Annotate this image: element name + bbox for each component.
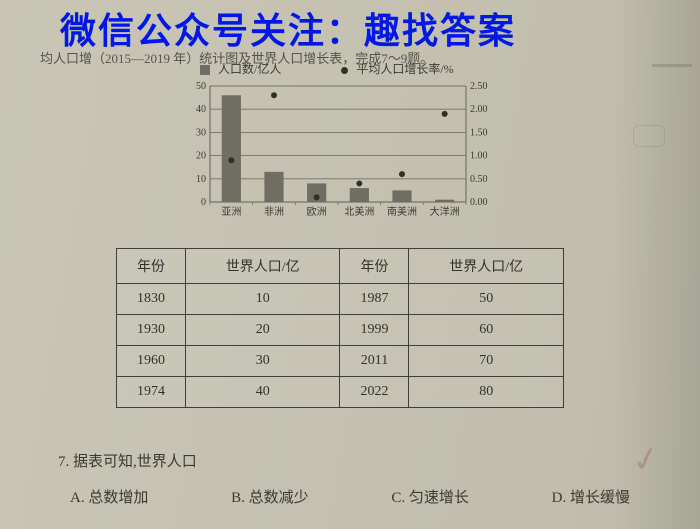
svg-text:0.00: 0.00 [470, 197, 488, 208]
svg-text:1.50: 1.50 [470, 127, 488, 138]
table-cell: 2011 [340, 346, 409, 377]
table-header: 年份 [340, 249, 409, 284]
svg-text:0.50: 0.50 [470, 174, 488, 185]
table-cell: 1830 [117, 284, 186, 315]
scan-smudge [633, 125, 665, 147]
table-row: 193020199960 [117, 315, 564, 346]
table-header: 世界人口/亿 [185, 249, 340, 284]
option-b[interactable]: B. 总数减少 [231, 486, 309, 507]
table-row: 197440202280 [117, 377, 564, 408]
svg-text:40: 40 [196, 104, 206, 115]
option-d[interactable]: D. 增长缓慢 [552, 486, 630, 507]
table-cell: 60 [409, 315, 564, 346]
table-cell: 40 [185, 377, 340, 408]
svg-text:30: 30 [196, 127, 206, 138]
legend-bar-label: 人口数/亿人 [218, 62, 281, 76]
legend-bar-icon [200, 65, 210, 75]
population-chart: 0 10 20 30 40 50 0.00 0.50 1.00 1.50 2.00 2.50 亚洲 非洲 欧… [180, 82, 500, 222]
scan-smudge [652, 64, 692, 67]
table-cell: 30 [185, 346, 340, 377]
svg-text:50: 50 [196, 82, 206, 92]
svg-text:大洋洲: 大洋洲 [430, 205, 460, 218]
svg-text:亚洲: 亚洲 [221, 206, 241, 218]
handwritten-check-icon: ✓ [628, 437, 664, 482]
watermark-text: 微信公众号关注：趣找答案 [60, 2, 516, 54]
option-a[interactable]: A. 总数增加 [70, 486, 148, 507]
svg-text:2.50: 2.50 [470, 82, 488, 92]
table-header: 世界人口/亿 [409, 249, 564, 284]
table-cell: 1999 [340, 315, 409, 346]
table-cell: 2022 [340, 377, 409, 408]
table-cell: 1974 [117, 377, 186, 408]
option-c[interactable]: C. 匀速增长 [391, 486, 469, 507]
legend-dot: 平均人口增长率/% [341, 60, 453, 77]
table-cell: 1960 [117, 346, 186, 377]
svg-text:20: 20 [196, 151, 206, 162]
table-row: 196030201170 [117, 346, 564, 377]
question-stem: 据表可知,世界人口 [73, 454, 197, 470]
table-cell: 1987 [340, 284, 409, 315]
svg-text:1.00: 1.00 [470, 151, 488, 162]
svg-text:北美洲: 北美洲 [344, 205, 374, 218]
legend-bar: 人口数/亿人 [200, 60, 281, 77]
svg-text:0: 0 [201, 197, 206, 208]
svg-text:2.00: 2.00 [470, 104, 488, 115]
table-cell: 80 [409, 377, 564, 408]
table-cell: 20 [185, 315, 340, 346]
svg-text:南美洲: 南美洲 [387, 205, 417, 218]
legend-dot-icon [341, 67, 348, 74]
table-header: 年份 [117, 249, 186, 284]
question-number: 7. [58, 454, 69, 470]
table-row: 183010198750 [117, 284, 564, 315]
table-cell: 10 [185, 284, 340, 315]
table-cell: 1930 [117, 315, 186, 346]
table: 年份世界人口/亿年份世界人口/亿183010198750193020199960… [116, 248, 564, 408]
table-cell: 50 [409, 284, 564, 315]
table-cell: 70 [409, 346, 564, 377]
svg-text:欧洲: 欧洲 [307, 206, 327, 218]
population-table: 年份世界人口/亿年份世界人口/亿183010198750193020199960… [116, 248, 564, 408]
svg-text:非洲: 非洲 [264, 206, 284, 218]
answer-options: A. 总数增加 B. 总数减少 C. 匀速增长 D. 增长缓慢 [70, 486, 630, 507]
question-7: 7. 据表可知,世界人口 [58, 450, 197, 471]
chart-svg: 0 10 20 30 40 50 0.00 0.50 1.00 1.50 2.00 2.50 亚洲 非洲 欧… [180, 82, 500, 222]
chart-legend: 人口数/亿人 平均人口增长率/% [200, 60, 454, 77]
legend-dot-label: 平均人口增长率/% [356, 62, 453, 76]
svg-text:10: 10 [196, 174, 206, 185]
